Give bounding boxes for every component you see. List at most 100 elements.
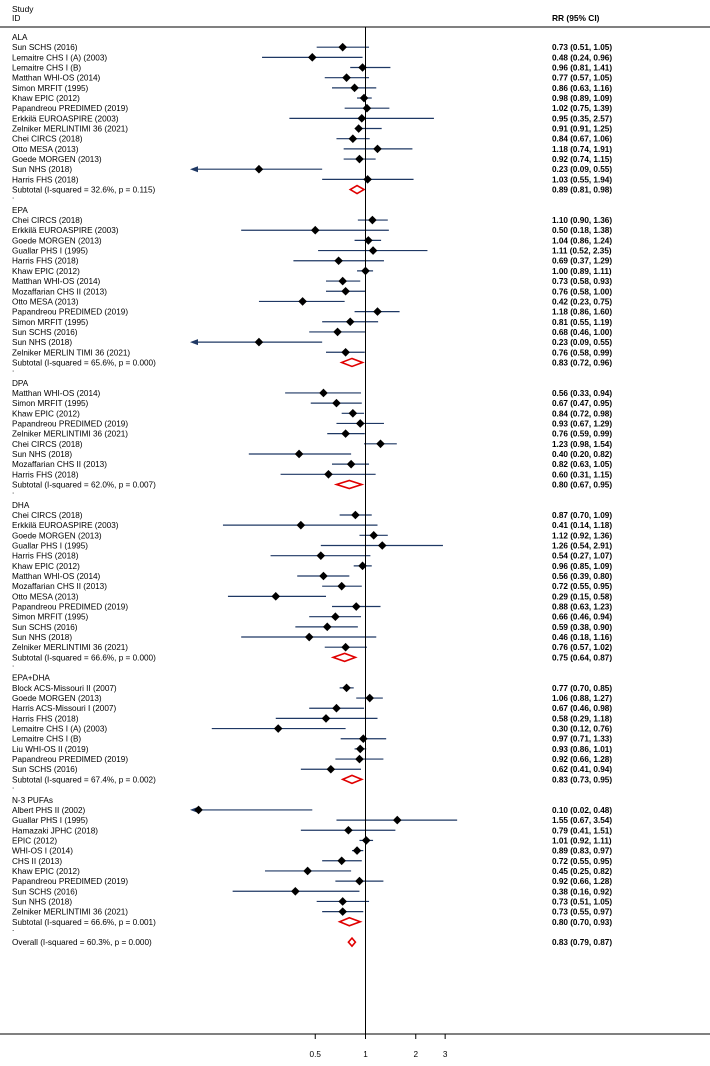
study-point-3-2 [369,531,379,540]
study-label-0-2: Lemaitre CHS I (B) [12,64,81,73]
study-ci-3-2: 1.12 (0.92, 1.36) [552,531,612,540]
study-ci-1-4: 0.69 (0.37, 1.29) [552,257,612,266]
study-ci-4-3: 0.58 (0.29, 1.18) [552,714,612,723]
study-point-3-13 [341,642,350,652]
study-label-0-5: Khaw EPIC (2012) [12,94,80,103]
study-label-0-0: Sun SCHS (2016) [12,43,78,52]
study-label-1-7: Mozaffarian CHS II (2013) [12,287,107,296]
study-ci-1-13: 0.76 (0.58, 0.99) [552,348,612,357]
study-point-3-4 [316,551,326,560]
study-label-5-9: Sun NHS (2018) [12,897,72,906]
study-point-0-10 [373,144,382,154]
subtotal-diamond-1 [339,357,365,368]
study-ci-3-10: 0.66 (0.46, 0.94) [552,613,612,622]
study-point-1-12 [254,337,264,347]
study-ci-4-8: 0.62 (0.41, 0.94) [552,765,612,774]
study-label-0-13: Harris FHS (2018) [12,175,79,184]
study-point-4-6 [355,744,365,754]
study-point-0-13 [363,175,372,184]
study-ci-4-2: 0.67 (0.46, 0.98) [552,704,612,713]
study-ci-1-6: 0.73 (0.58, 0.93) [552,277,612,286]
group-spacer-5: . [12,924,14,933]
study-point-1-3 [368,246,378,255]
study-label-1-3: Guallar PHS I (1995) [12,247,88,256]
study-ci-3-9: 0.88 (0.63, 1.23) [552,603,612,612]
study-ci-5-7: 0.92 (0.66, 1.28) [552,877,612,886]
study-ci-5-2: 0.79 (0.41, 1.51) [552,826,612,835]
study-label-1-11: Sun SCHS (2016) [12,328,78,337]
subtotal-label-5: Subtotal (I-squared = 66.6%, p = 0.001) [12,918,156,927]
study-label-1-1: Erkkilä EUROASPIRE (2003) [12,226,119,235]
study-label-4-7: Papandreou PREDIMED (2019) [12,755,128,764]
study-ci-2-0: 0.56 (0.33, 0.94) [552,389,612,398]
study-ci-5-9: 0.73 (0.51, 1.05) [552,897,612,906]
study-point-3-9 [351,602,361,611]
study-ci-1-3: 1.11 (0.52, 2.35) [552,247,612,256]
study-ci-2-2: 0.84 (0.72, 0.98) [552,409,612,418]
study-point-1-13 [341,347,350,357]
study-ci-0-1: 0.48 (0.24, 0.96) [552,53,612,62]
study-ci-3-5: 0.96 (0.85, 1.09) [552,562,612,571]
study-point-5-6 [303,866,312,876]
study-point-1-9 [373,307,382,316]
study-ci-1-9: 1.18 (0.86, 1.60) [552,308,612,317]
study-label-3-8: Otto MESA (2013) [12,592,79,601]
study-ci-1-5: 1.00 (0.89, 1.11) [552,267,612,276]
study-ci-3-6: 0.56 (0.39, 0.80) [552,572,612,581]
study-label-5-2: Hamazaki JPHC (2018) [12,826,98,835]
study-point-4-7 [355,754,364,764]
study-point-1-11 [333,327,342,337]
subtotal-label-4: Subtotal (I-squared = 67.4%, p = 0.002) [12,775,156,784]
study-point-3-3 [377,541,387,550]
study-ci-3-8: 0.29 (0.15, 0.58) [552,592,612,601]
study-point-2-1 [332,398,341,408]
study-label-2-6: Sun NHS (2018) [12,450,72,459]
study-point-0-12 [254,164,264,174]
study-point-1-2 [364,236,373,245]
study-point-5-2 [344,825,353,835]
study-label-5-7: Papandreou PREDIMED (2019) [12,877,128,886]
study-label-2-1: Simon MRFIT (1995) [12,399,89,408]
study-label-4-0: Block ACS-Missouri II (2007) [12,684,117,693]
study-ci-0-7: 0.95 (0.35, 2.57) [552,114,612,123]
study-label-2-0: Matthan WHI-OS (2014) [12,389,101,398]
subtotal-label-0: Subtotal (I-squared = 32.6%, p = 0.115) [12,186,155,195]
x-tick-label-1: 1 [363,1050,368,1059]
study-label-4-2: Harris ACS-Missouri I (2007) [12,704,116,713]
study-ci-0-9: 0.84 (0.67, 1.06) [552,135,612,144]
study-ci-3-0: 0.87 (0.70, 1.09) [552,511,612,520]
study-ci-2-3: 0.93 (0.67, 1.29) [552,419,612,428]
study-label-3-1: Erkkilä EUROASPIRE (2003) [12,521,119,530]
study-point-3-0 [351,510,360,520]
study-ci-1-0: 1.10 (0.90, 1.36) [552,216,612,225]
study-label-0-10: Otto MESA (2013) [12,145,79,154]
group-label-0: ALA [12,33,28,42]
study-point-1-7 [341,286,350,296]
study-ci-1-8: 0.42 (0.23, 0.75) [552,297,612,306]
study-point-4-8 [326,764,336,774]
study-ci-4-7: 0.92 (0.66, 1.28) [552,755,612,764]
overall-diamond [347,936,357,948]
study-label-5-1: Guallar PHS I (1995) [12,816,88,825]
study-label-1-5: Khaw EPIC (2012) [12,267,80,276]
study-point-0-11 [355,154,364,164]
study-label-1-4: Harris FHS (2018) [12,257,79,266]
study-label-0-1: Lemaitre CHS I (A) (2003) [12,53,107,62]
study-ci-5-0: 0.10 (0.02, 0.48) [552,806,612,815]
study-label-4-1: Goede MORGEN (2013) [12,694,102,703]
study-label-1-10: Simon MRFIT (1995) [12,318,89,327]
study-ci-1-12: 0.23 (0.09, 0.55) [552,338,612,347]
study-point-0-3 [342,73,351,82]
study-label-1-2: Goede MORGEN (2013) [12,236,102,245]
study-point-0-0 [338,42,347,52]
study-label-2-2: Khaw EPIC (2012) [12,409,80,418]
header-study: Study [12,4,34,14]
study-label-1-9: Papandreou PREDIMED (2019) [12,308,128,317]
study-point-1-4 [334,256,343,266]
study-point-5-0 [194,805,203,815]
study-label-3-2: Goede MORGEN (2013) [12,531,102,540]
subtotal-diamond-3 [330,652,358,663]
study-label-3-11: Sun SCHS (2016) [12,623,78,632]
subtotal-ci-2: 0.80 (0.67, 0.95) [552,480,612,489]
study-ci-3-4: 0.54 (0.27, 1.07) [552,552,612,561]
